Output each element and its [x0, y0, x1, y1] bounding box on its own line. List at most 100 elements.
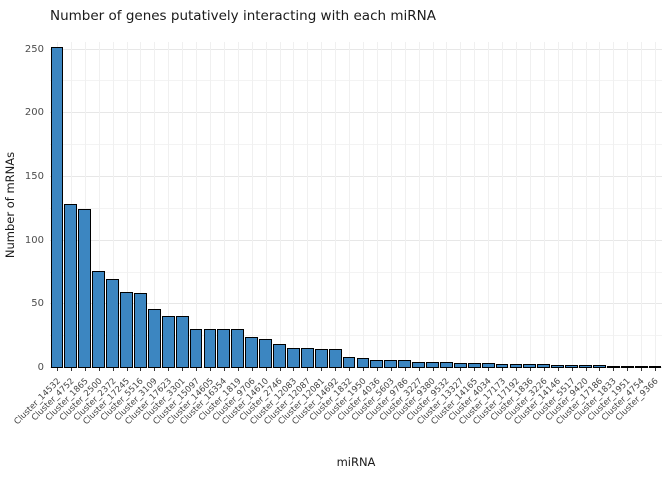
bar [245, 337, 259, 368]
bar [133, 292, 147, 368]
bar [120, 291, 133, 368]
bar [412, 361, 426, 368]
category-gridline [502, 42, 504, 368]
y-tick-label: 150 [24, 170, 44, 182]
bar [328, 348, 342, 368]
category-gridline [627, 42, 629, 368]
category-gridline [543, 42, 545, 368]
bar [606, 366, 620, 368]
category-gridline [349, 42, 351, 368]
category-gridline [613, 42, 615, 368]
bar [314, 348, 328, 368]
chart-title: Number of genes putatively interacting w… [50, 8, 436, 24]
x-tick-mark [599, 368, 601, 371]
x-tick-mark [418, 368, 420, 371]
category-gridline [585, 42, 587, 368]
x-tick-mark [182, 368, 184, 371]
bar [509, 364, 523, 368]
category-gridline [571, 42, 573, 368]
bar [634, 366, 648, 368]
bar [384, 360, 398, 368]
category-gridline [98, 42, 100, 368]
x-tick-mark [446, 368, 448, 371]
bar [161, 315, 175, 368]
x-tick-mark [168, 368, 170, 371]
x-tick-mark [613, 368, 615, 371]
x-tick-mark [154, 368, 156, 371]
major-gridline [50, 48, 662, 50]
bar [189, 328, 203, 368]
y-tick-label: 0 [37, 362, 44, 373]
bar [106, 278, 120, 368]
category-gridline [112, 42, 114, 368]
x-tick-mark [627, 368, 629, 371]
major-gridline [50, 175, 662, 177]
category-gridline [376, 42, 378, 368]
x-tick-mark [237, 368, 239, 371]
x-tick-mark [70, 368, 72, 371]
minor-gridline [50, 80, 662, 82]
category-gridline [529, 42, 531, 368]
category-gridline [84, 42, 86, 368]
x-tick-mark [474, 368, 476, 371]
bar [398, 360, 412, 368]
bar [300, 347, 314, 368]
category-gridline [168, 42, 170, 368]
bar [579, 365, 592, 368]
x-tick-mark [585, 368, 587, 371]
x-tick-mark [390, 368, 392, 371]
bar [551, 365, 565, 368]
category-gridline [140, 42, 142, 368]
bar [64, 203, 78, 368]
bar [203, 328, 217, 368]
x-tick-mark [641, 368, 643, 371]
category-gridline [293, 42, 295, 368]
x-tick-mark [293, 368, 295, 371]
bar [370, 360, 384, 368]
category-gridline [237, 42, 239, 368]
bar [50, 47, 64, 368]
bar [92, 271, 106, 368]
bar [495, 364, 509, 368]
category-gridline [209, 42, 211, 368]
x-tick-mark [362, 368, 364, 371]
minor-gridline [50, 207, 662, 209]
bar [286, 347, 300, 368]
category-gridline [474, 42, 476, 368]
x-tick-mark [543, 368, 545, 371]
x-tick-mark [209, 368, 211, 371]
category-gridline [154, 42, 156, 368]
bar [648, 366, 662, 368]
category-gridline [321, 42, 323, 368]
x-tick-mark [404, 368, 406, 371]
category-gridline [557, 42, 559, 368]
category-gridline [279, 42, 281, 368]
x-tick-mark [251, 368, 253, 371]
category-gridline [432, 42, 434, 368]
x-tick-mark [140, 368, 142, 371]
y-tick-label: 100 [24, 234, 44, 246]
x-tick-mark [335, 368, 337, 371]
minor-gridline [50, 335, 662, 337]
category-gridline [515, 42, 517, 368]
bar [565, 365, 579, 368]
bar [426, 361, 439, 368]
bar [147, 309, 161, 368]
x-tick-mark [196, 368, 198, 371]
x-tick-mark [279, 368, 281, 371]
x-tick-mark [349, 368, 351, 371]
x-tick-mark [112, 368, 114, 371]
bar [259, 338, 273, 368]
category-gridline [418, 42, 420, 368]
bar [78, 208, 92, 368]
x-tick-mark [502, 368, 504, 371]
x-tick-mark [488, 368, 490, 371]
x-tick-mark [307, 368, 309, 371]
x-tick-mark [376, 368, 378, 371]
category-gridline [182, 42, 184, 368]
bar [467, 362, 481, 368]
bar [231, 328, 245, 368]
bar [217, 328, 231, 368]
category-gridline [599, 42, 601, 368]
